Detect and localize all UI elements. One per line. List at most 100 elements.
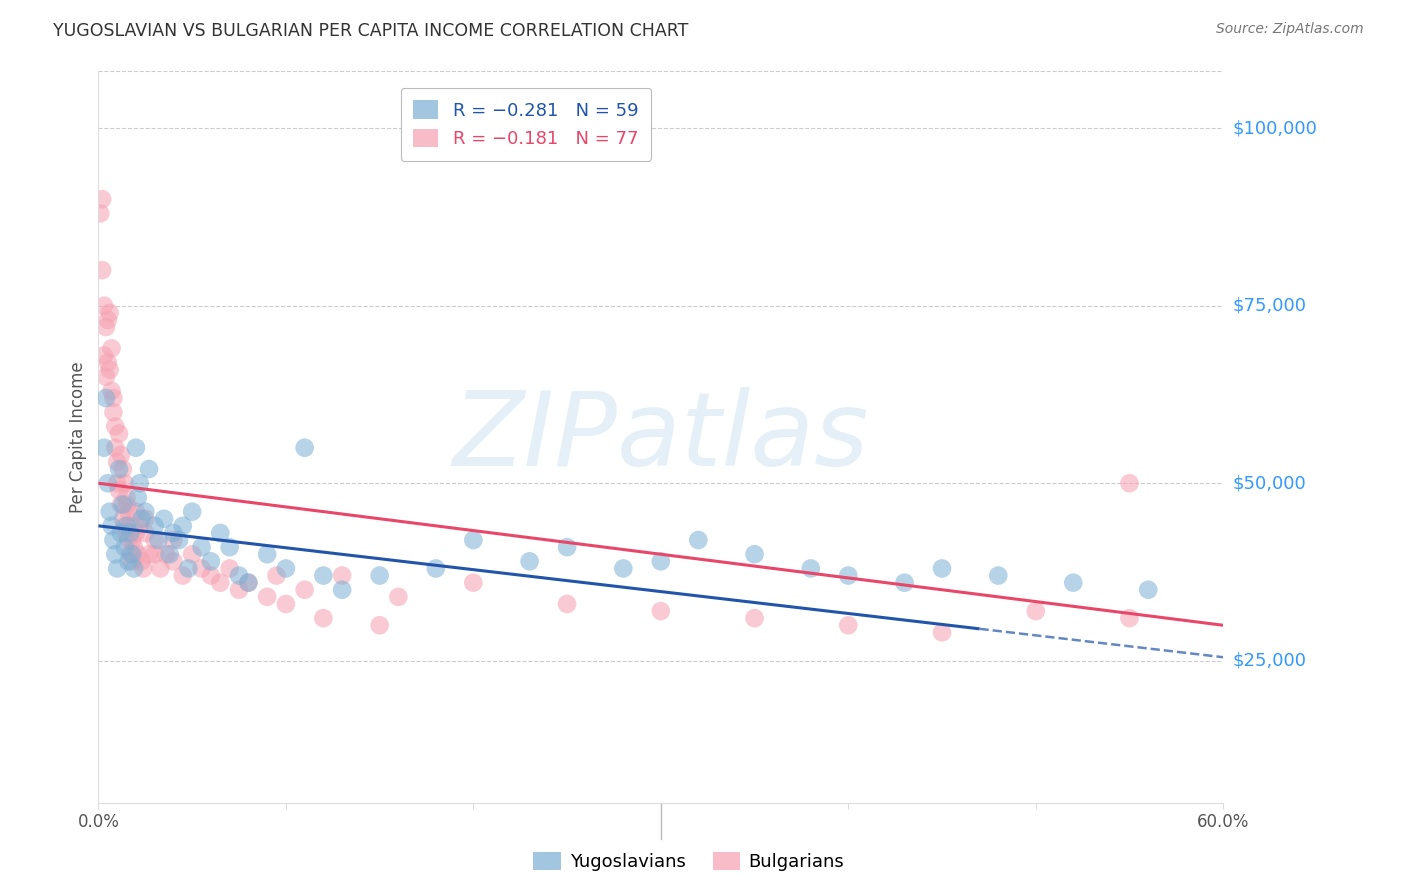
- Point: [1137, 582, 1160, 597]
- Point: [114, 519, 136, 533]
- Point: [555, 540, 578, 554]
- Point: [128, 476, 150, 491]
- Point: [218, 561, 240, 575]
- Point: [115, 525, 138, 540]
- Point: [143, 533, 166, 547]
- Point: [91, 192, 114, 206]
- Point: [162, 525, 184, 540]
- Point: [108, 462, 131, 476]
- Point: [105, 476, 128, 491]
- Text: $100,000: $100,000: [1233, 120, 1317, 137]
- Point: [104, 441, 127, 455]
- Point: [368, 618, 391, 632]
- Point: [800, 561, 823, 575]
- Point: [91, 263, 114, 277]
- Point: [1062, 575, 1084, 590]
- Point: [274, 561, 297, 575]
- Text: YUGOSLAVIAN VS BULGARIAN PER CAPITA INCOME CORRELATION CHART: YUGOSLAVIAN VS BULGARIAN PER CAPITA INCO…: [53, 22, 689, 40]
- Point: [103, 533, 125, 547]
- Point: [190, 540, 212, 554]
- Point: [143, 519, 166, 533]
- Point: [115, 491, 138, 505]
- Point: [110, 448, 132, 462]
- Point: [127, 547, 149, 561]
- Point: [463, 533, 485, 547]
- Point: [266, 568, 288, 582]
- Point: [256, 547, 278, 561]
- Point: [104, 547, 127, 561]
- Point: [93, 441, 115, 455]
- Point: [98, 362, 121, 376]
- Point: [294, 582, 316, 597]
- Point: [172, 519, 194, 533]
- Point: [103, 391, 125, 405]
- Point: [688, 533, 710, 547]
- Point: [555, 597, 578, 611]
- Point: [117, 554, 139, 568]
- Point: [238, 575, 260, 590]
- Point: [172, 568, 194, 582]
- Point: [111, 462, 134, 476]
- Point: [155, 547, 177, 561]
- Point: [94, 391, 117, 405]
- Point: [744, 611, 766, 625]
- Point: [110, 498, 132, 512]
- Point: [148, 533, 170, 547]
- Point: [228, 582, 250, 597]
- Point: [125, 505, 148, 519]
- Point: [931, 561, 953, 575]
- Point: [114, 540, 136, 554]
- Point: [159, 547, 181, 561]
- Point: [121, 533, 143, 547]
- Point: [98, 505, 121, 519]
- Point: [94, 320, 117, 334]
- Point: [181, 505, 204, 519]
- Point: [93, 299, 115, 313]
- Point: [387, 590, 409, 604]
- Point: [200, 554, 222, 568]
- Point: [93, 348, 115, 362]
- Point: [218, 540, 240, 554]
- Point: [114, 476, 136, 491]
- Point: [162, 533, 184, 547]
- Point: [127, 491, 149, 505]
- Point: [104, 419, 127, 434]
- Point: [134, 505, 156, 519]
- Point: [103, 405, 125, 419]
- Point: [209, 575, 232, 590]
- Point: [138, 462, 160, 476]
- Point: [650, 554, 672, 568]
- Point: [190, 561, 212, 575]
- Point: [111, 512, 134, 526]
- Point: [122, 540, 145, 554]
- Point: [110, 525, 132, 540]
- Point: [238, 575, 260, 590]
- Point: [312, 568, 335, 582]
- Point: [274, 597, 297, 611]
- Point: [120, 547, 142, 561]
- Point: [177, 561, 200, 575]
- Point: [122, 561, 145, 575]
- Point: [115, 498, 138, 512]
- Point: [256, 590, 278, 604]
- Point: [105, 561, 128, 575]
- Point: [98, 306, 121, 320]
- Point: [100, 384, 122, 398]
- Point: [115, 519, 138, 533]
- Point: [138, 547, 160, 561]
- Point: [650, 604, 672, 618]
- Point: [837, 568, 859, 582]
- Point: [121, 547, 143, 561]
- Text: $50,000: $50,000: [1233, 475, 1306, 492]
- Point: [744, 547, 766, 561]
- Point: [143, 547, 166, 561]
- Point: [97, 313, 120, 327]
- Point: [131, 512, 153, 526]
- Point: [312, 611, 335, 625]
- Point: [111, 498, 134, 512]
- Point: [94, 369, 117, 384]
- Point: [837, 618, 859, 632]
- Point: [1118, 611, 1140, 625]
- Point: [100, 341, 122, 355]
- Point: [132, 561, 155, 575]
